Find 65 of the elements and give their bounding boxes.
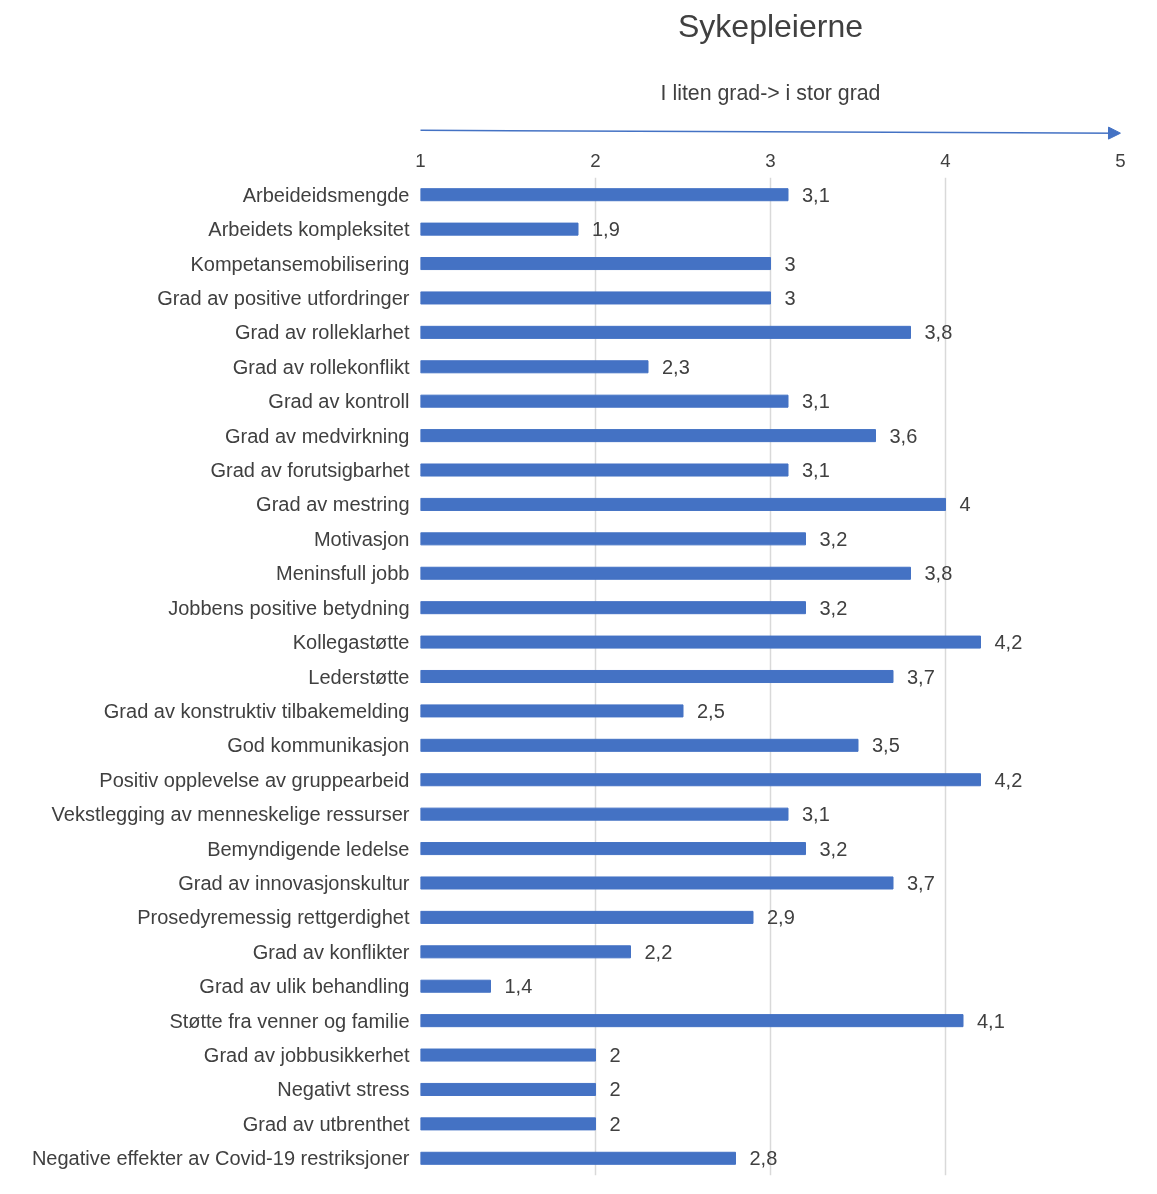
y-tick-label: Grad av konflikter bbox=[252, 940, 410, 963]
data-label: 1,9 bbox=[592, 218, 620, 241]
data-label: 2 bbox=[609, 1112, 621, 1135]
data-label: 3,1 bbox=[802, 183, 830, 206]
data-label: 3,1 bbox=[802, 459, 830, 482]
data-label: 2,5 bbox=[697, 699, 725, 722]
y-tick-label: Bemyndigende ledelse bbox=[207, 837, 410, 860]
y-tick-label: Motivasjon bbox=[313, 527, 410, 550]
y-tick-label: Grad av rolleklarhet bbox=[234, 321, 410, 344]
y-tick-label: Grad av kontroll bbox=[268, 390, 410, 413]
data-label: 2,9 bbox=[767, 906, 795, 929]
y-tick-label: Positiv opplevelse av gruppearbeid bbox=[99, 768, 410, 791]
x-tick-label: 5 bbox=[1115, 149, 1126, 171]
y-tick-label: Grad av innovasjonskultur bbox=[178, 871, 410, 894]
chart-title: Sykepleierne bbox=[678, 7, 863, 44]
data-label: 3,7 bbox=[907, 871, 935, 894]
y-tick-label: Grad av rollekonflikt bbox=[232, 355, 410, 378]
data-label: 2 bbox=[609, 1044, 621, 1067]
y-tick-label: Negativt stress bbox=[277, 1078, 410, 1101]
data-label: 3,5 bbox=[872, 734, 900, 757]
y-tick-label: Prosedyremessig rettgerdighet bbox=[137, 906, 410, 929]
y-tick-label: Grad av utbrenthet bbox=[242, 1112, 410, 1135]
y-tick-label: Vekstlegging av menneskelige ressurser bbox=[51, 803, 410, 826]
y-tick-label: Arbeideidsmengde bbox=[242, 183, 410, 206]
data-label: 3,1 bbox=[802, 803, 830, 826]
data-label: 4,1 bbox=[977, 1009, 1005, 1032]
data-label: 3,2 bbox=[819, 837, 848, 860]
y-tick-label: Kompetansemobilisering bbox=[190, 252, 410, 275]
data-label: 3,8 bbox=[924, 321, 953, 344]
y-tick-label: Grad av jobbusikkerhet bbox=[203, 1044, 410, 1067]
y-tick-label: Jobbens positive betydning bbox=[168, 596, 410, 619]
y-tick-label: Grad av medvirkning bbox=[224, 424, 410, 447]
data-label: 3,8 bbox=[924, 562, 953, 585]
y-tick-label: Lederstøtte bbox=[308, 665, 410, 688]
y-tick-label: Grad av forutsigbarhet bbox=[210, 459, 410, 482]
data-label: 4,2 bbox=[994, 631, 1023, 654]
data-label: 2,3 bbox=[662, 355, 690, 378]
data-label: 2 bbox=[609, 1078, 621, 1101]
y-tick-label: Grad av positive utfordringer bbox=[157, 286, 410, 309]
y-tick-label: Grad av konstruktiv tilbakemelding bbox=[103, 699, 410, 722]
data-label: 2,8 bbox=[749, 1147, 778, 1170]
data-label: 3,2 bbox=[819, 527, 848, 550]
data-label: 3,6 bbox=[889, 424, 918, 447]
data-label: 4,2 bbox=[994, 768, 1023, 791]
data-label: 3 bbox=[784, 286, 796, 309]
y-tick-label: Kollegastøtte bbox=[292, 631, 410, 654]
data-label: 3,2 bbox=[819, 596, 848, 619]
y-tick-label: Støtte fra venner og familie bbox=[169, 1009, 410, 1032]
y-tick-label: Arbeidets kompleksitet bbox=[208, 218, 410, 241]
data-label: 4 bbox=[959, 493, 971, 516]
y-tick-label: Grad av ulik behandling bbox=[199, 975, 410, 998]
y-tick-label: Negative effekter av Covid-19 restriksjoner bbox=[31, 1147, 410, 1170]
y-tick-label: God kommunikasjon bbox=[227, 734, 410, 757]
data-label: 3,7 bbox=[907, 665, 935, 688]
data-label: 3,1 bbox=[802, 390, 830, 413]
x-tick-label: 3 bbox=[765, 149, 776, 171]
data-label: 1,4 bbox=[504, 975, 533, 998]
text: I liten grad-> i stor grad bbox=[660, 80, 881, 105]
y-tick-label: Meninsfull jobb bbox=[276, 562, 410, 585]
x-tick-label: 1 bbox=[415, 149, 426, 171]
data-label: 2,2 bbox=[644, 940, 673, 963]
y-tick-label: Grad av mestring bbox=[256, 493, 410, 516]
x-tick-label: 4 bbox=[940, 149, 951, 171]
x-tick-label: 2 bbox=[590, 149, 601, 171]
data-label: 3 bbox=[784, 252, 796, 275]
